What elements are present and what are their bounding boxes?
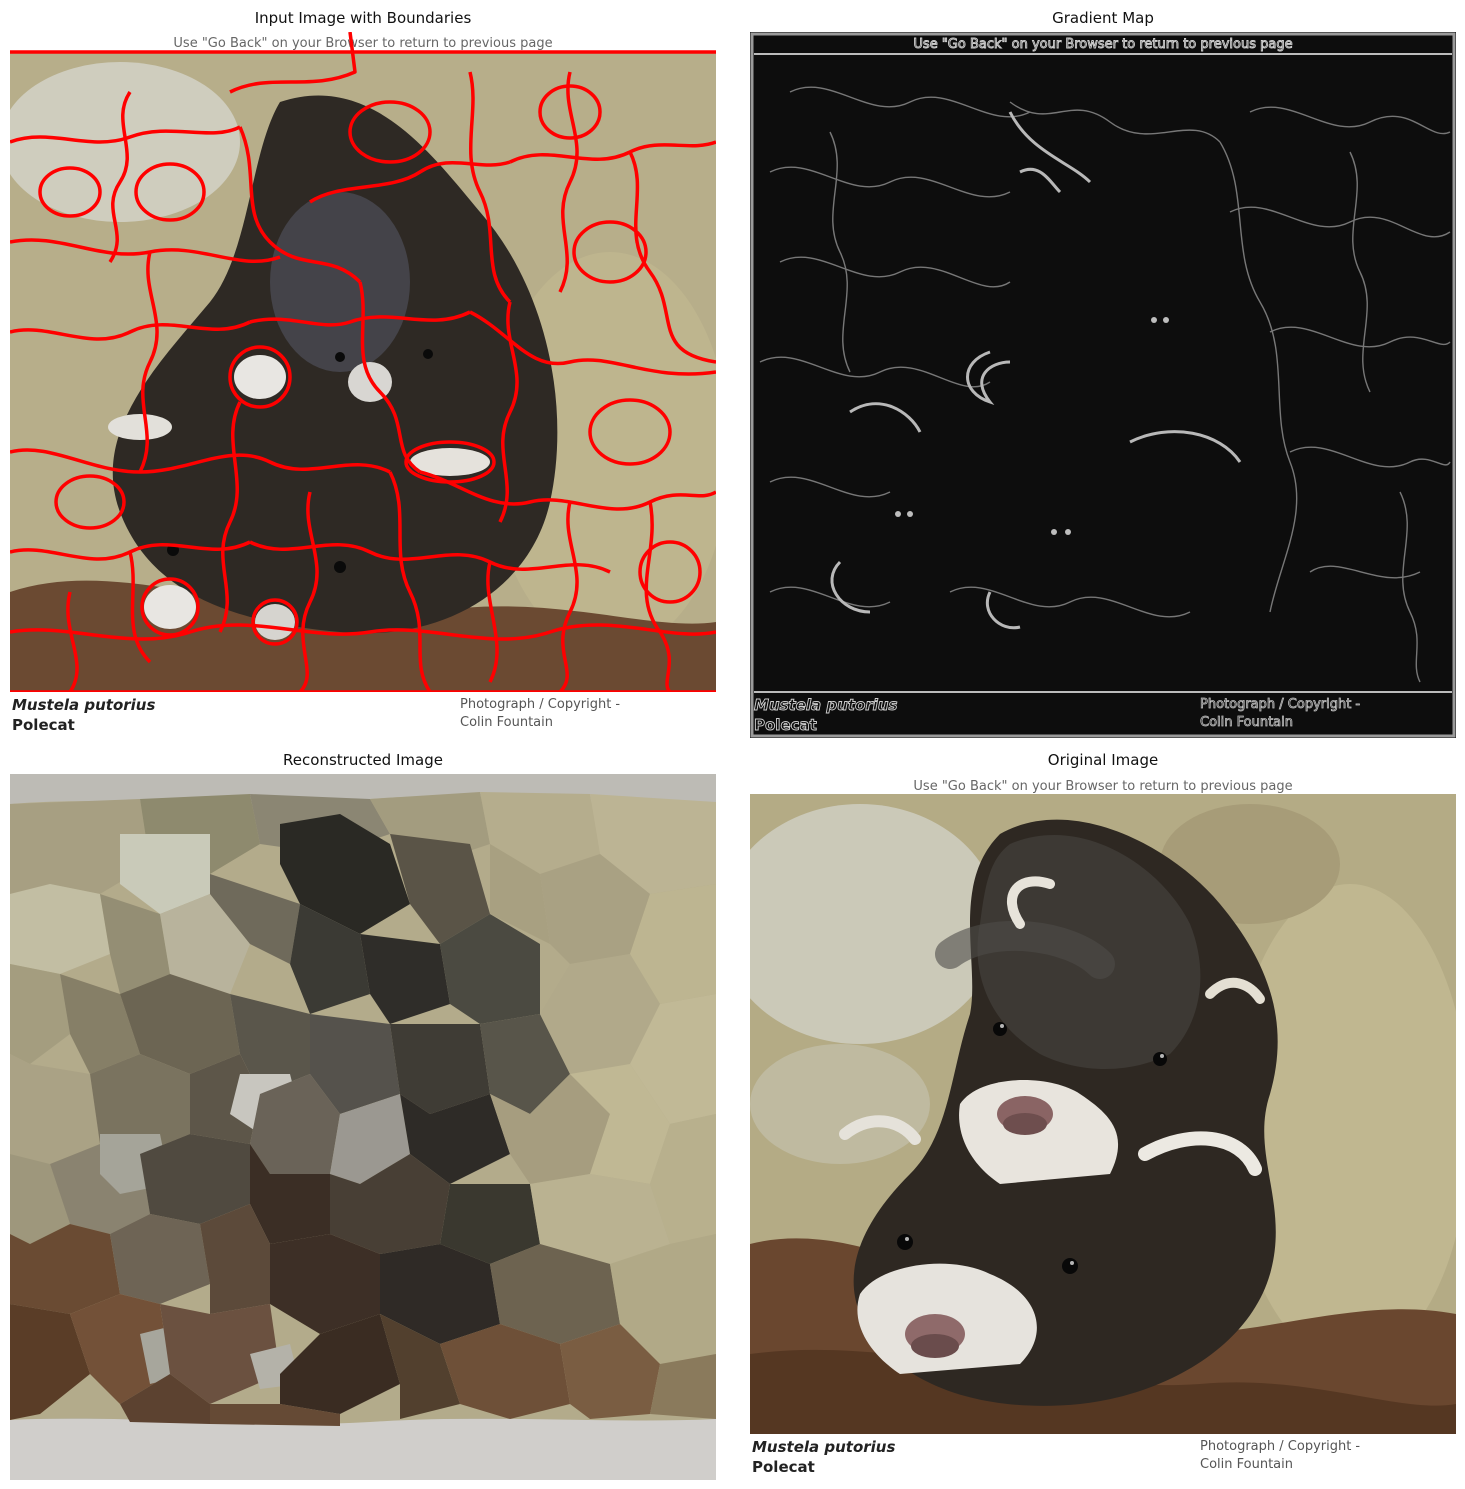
boundaries-credit-line1: Photograph / Copyright - xyxy=(460,697,620,712)
boundaries-species-text: Mustela putorius xyxy=(12,696,155,714)
boundaries-panel: Use "Go Back" on your Browser to return … xyxy=(10,32,716,738)
original-header-text: Use "Go Back" on your Browser to return … xyxy=(913,779,1292,794)
gradient-header-text: Use "Go Back" on your Browser to return … xyxy=(913,37,1292,52)
original-credit-line2: Colin Fountain xyxy=(1200,1457,1293,1472)
reconstructed-image xyxy=(10,774,716,1480)
boundaries-credit-line2: Colin Fountain xyxy=(460,715,553,730)
boundaries-common-name-text: Polecat xyxy=(12,716,75,734)
original-common-name-text: Polecat xyxy=(752,1458,815,1476)
original-species-text: Mustela putorius xyxy=(752,1438,895,1456)
original-panel: Use "Go Back" on your Browser to return … xyxy=(750,774,1456,1480)
panel-title-boundaries: Input Image with Boundaries xyxy=(254,9,472,27)
original-credit-line1: Photograph / Copyright - xyxy=(1200,1439,1360,1454)
boundaries-header-text: Use "Go Back" on your Browser to return … xyxy=(173,36,552,51)
gradient-credit-line1: Photograph / Copyright - xyxy=(1200,697,1360,712)
gradient-panel: Use "Go Back" on your Browser to return … xyxy=(750,32,1456,738)
panel-title-gradient: Gradient Map xyxy=(1052,9,1154,27)
gradient-common-name-text: Polecat xyxy=(754,716,817,734)
reconstructed-panel xyxy=(10,774,716,1480)
panel-title-reconstructed: Reconstructed Image xyxy=(283,751,443,769)
gradient-credit-line2: Colin Fountain xyxy=(1200,715,1293,730)
panel-title-original: Original Image xyxy=(1047,751,1159,769)
gradient-image: Use "Go Back" on your Browser to return … xyxy=(750,32,1456,738)
original-image: Use "Go Back" on your Browser to return … xyxy=(750,774,1456,1480)
boundaries-image: Use "Go Back" on your Browser to return … xyxy=(10,32,716,738)
gradient-species-text: Mustela putorius xyxy=(754,696,897,714)
